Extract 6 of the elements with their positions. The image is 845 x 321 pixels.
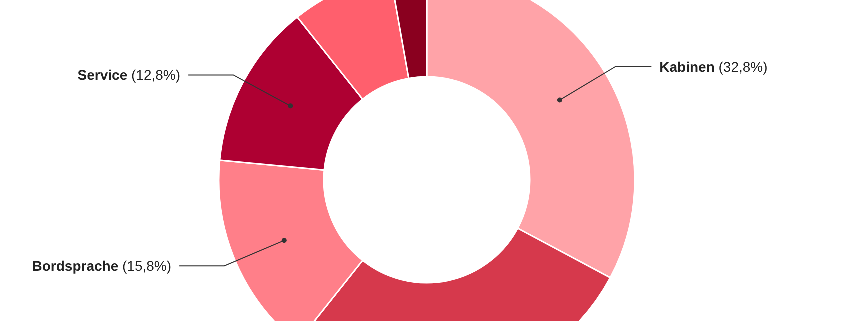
- slice-label: Kabinen: [660, 58, 715, 75]
- slice-label: Bordsprache: [32, 258, 119, 274]
- slice-label: Service: [78, 67, 128, 84]
- data-label: (32,8%): [714, 58, 768, 75]
- data-label: (12,8%): [128, 67, 181, 84]
- data-label: (15,8%): [118, 258, 172, 274]
